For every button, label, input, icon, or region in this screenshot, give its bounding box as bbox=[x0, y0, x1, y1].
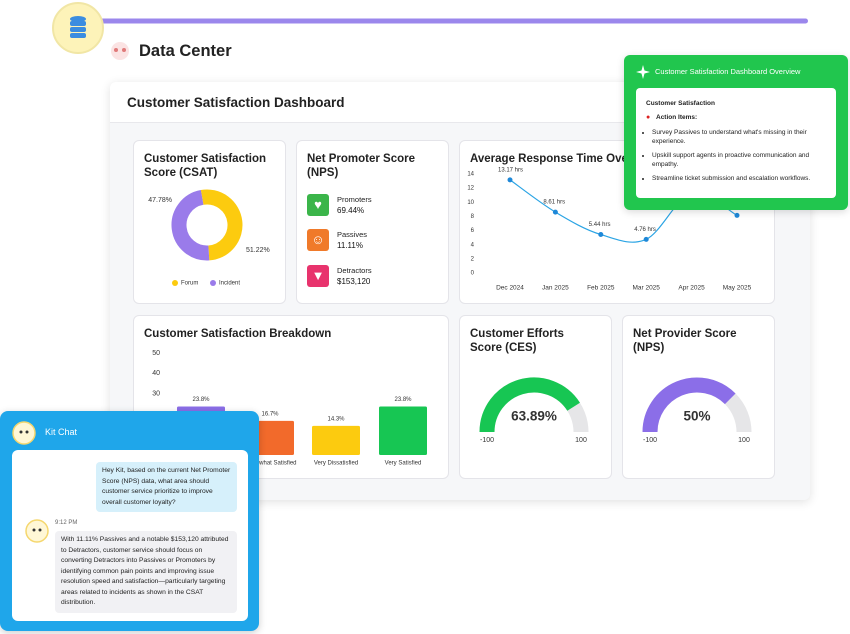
nps-value: 69.44% bbox=[337, 206, 365, 215]
logo-dot bbox=[122, 48, 126, 52]
card-title: Net Provider Score (NPS) bbox=[633, 328, 737, 354]
action-item: Streamline ticket submission and escalat… bbox=[652, 174, 828, 183]
overview-body: Customer Satisfaction ● Action Items: Su… bbox=[636, 88, 836, 198]
passive-icon: ☺ bbox=[307, 229, 329, 251]
overview-heading: Customer Satisfaction bbox=[646, 100, 715, 107]
card-title: Customer Satisfaction Breakdown bbox=[144, 328, 332, 340]
nps-label: Passives bbox=[337, 230, 368, 239]
nps-label: Promoters bbox=[337, 195, 372, 204]
kit-avatar bbox=[25, 519, 49, 543]
logo-dot bbox=[114, 48, 118, 52]
pin-icon: ● bbox=[646, 114, 651, 121]
detractor-icon: ▼ bbox=[307, 265, 329, 287]
database-icon bbox=[70, 16, 86, 38]
action-item: Upskill support agents in proactive comm… bbox=[652, 151, 828, 169]
action-list: Survey Passives to understand what's mis… bbox=[636, 128, 828, 188]
kit-avatar bbox=[12, 421, 36, 445]
nps-card: Net Promoter Score (NPS) ♥ Promoters 69.… bbox=[296, 140, 449, 304]
progress-line bbox=[100, 18, 808, 24]
nps-label: Detractors bbox=[337, 266, 372, 275]
nps-value: 11.11% bbox=[337, 241, 363, 250]
card-title: Customer Satisfaction Score (CSAT) bbox=[144, 153, 267, 179]
top-decor bbox=[52, 2, 808, 60]
nps-value: $153,120 bbox=[337, 277, 371, 286]
chat-body: Hey Kit, based on the current Net Promot… bbox=[12, 450, 248, 621]
user-message: Hey Kit, based on the current Net Promot… bbox=[96, 462, 237, 512]
overview-title: Customer Satisfaction Dashboard Overview bbox=[655, 67, 801, 76]
chat-title: Kit Chat bbox=[45, 427, 78, 437]
csat-card: Customer Satisfaction Score (CSAT) bbox=[133, 140, 286, 304]
bot-message: With 11.11% Passives and a notable $153,… bbox=[55, 531, 237, 613]
logo bbox=[111, 42, 129, 60]
message-time: 9:12 PM bbox=[55, 520, 78, 526]
provider-card: Net Provider Score (NPS) bbox=[622, 315, 775, 479]
overview-subheading: Action Items: bbox=[656, 114, 698, 121]
dashboard-title: Customer Satisfaction Dashboard bbox=[127, 95, 345, 110]
app-title: Data Center bbox=[139, 42, 232, 60]
card-title: Net Promoter Score (NPS) bbox=[307, 153, 416, 179]
ces-card: Customer Efforts Score (CES) bbox=[459, 315, 612, 479]
action-item: Survey Passives to understand what's mis… bbox=[652, 128, 828, 146]
sparkle-icon bbox=[636, 65, 650, 79]
chat-panel: Kit Chat Hey Kit, based on the current N… bbox=[0, 411, 259, 631]
card-title: Customer Efforts Score (CES) bbox=[470, 328, 564, 354]
overview-popup: Customer Satisfaction Dashboard Overview… bbox=[624, 55, 848, 210]
promoter-icon: ♥ bbox=[307, 194, 329, 216]
